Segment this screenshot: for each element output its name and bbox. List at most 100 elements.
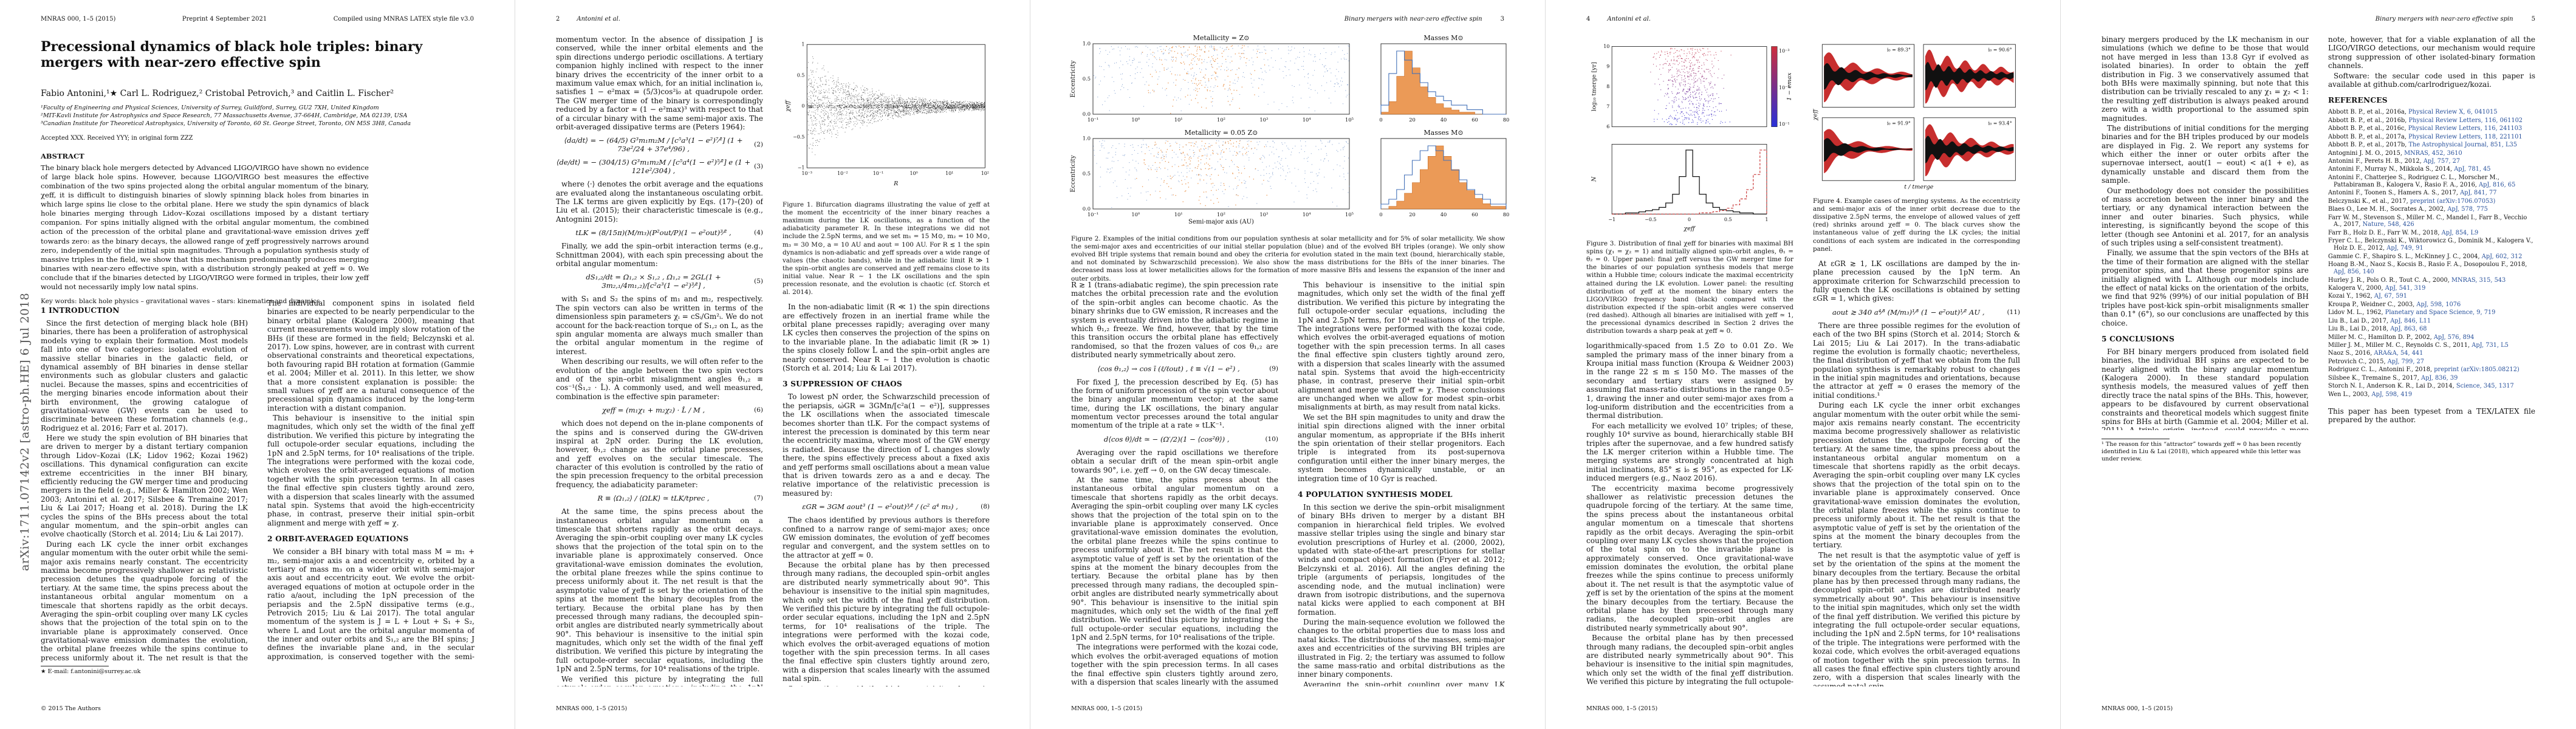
equation-number: (7) [754,495,763,502]
section-heading: 3 SUPPRESSION OF CHAOS [783,380,902,389]
reference-link[interactable]: ApJ, 757, 27 [2423,157,2461,165]
svg-text:20: 20 [1409,117,1416,123]
affiliation-2: ²MIT-Kavli Institute for Astrophysics an… [41,112,408,119]
page-number: 5 [2531,16,2535,22]
reference-link[interactable]: ApJ, 598, 1076 [2416,301,2461,308]
svg-text:60: 60 [1471,117,1478,123]
reference-authors: Abbott B. P., et al., 2016b, [2328,117,2409,124]
reference-link[interactable]: MNRAS, 452, 3610 [2404,149,2462,157]
reference-link[interactable]: MNRAS, 315, 543 [2451,276,2506,284]
equation-body: χeff = (m₁χ₁ + m₂χ₂) · L̂ / M , [601,406,705,415]
reference-link[interactable]: ApJ, 836, 39 [2421,374,2458,382]
reference-link[interactable]: ApJ, 576, 894 [2433,334,2475,341]
display-equation: ⟨cos θ₁,₂⟩ → cos ī (ℓ/ℓout) , ℓ ≡ √(1 − … [1071,364,1278,373]
column-right: note, however, that for a viable explana… [2328,35,2535,686]
reference-link[interactable]: ApJ, 854, L9 [2441,229,2479,236]
reference-link[interactable]: ApJ, 799, 27 [2387,358,2425,365]
column-right: The individual component spins in isolat… [267,299,474,662]
reference-link[interactable]: ApJ, 816, 65 [2479,181,2516,188]
row1-hist-title: Masses M⊙ [1423,34,1463,42]
svg-text:10⁻³: 10⁻³ [801,171,812,176]
paragraph: To lowest pN order, the Schwarzschild pr… [783,392,990,498]
svg-text:40: 40 [1440,117,1447,123]
page-footer: MNRAS 000, 1–5 (2015) [556,705,628,712]
reference-link[interactable]: ApJ, 731, L5 [2472,342,2509,349]
reference-link[interactable]: Science, 345, 1317 [2456,383,2514,390]
svg-text:80: 80 [1503,117,1510,123]
reference-link[interactable]: ApJ, 578, 775 [2447,206,2488,213]
equation-number: (6) [754,406,763,414]
reference-authors: Antonini F., Perets H. B., 2012, [2328,157,2424,165]
reference-authors: Belczynski K., et al., 2017, [2328,197,2410,205]
reference-link[interactable]: The Astrophysical Journal, 851, L35 [2408,142,2517,149]
reference-entry: Liu B., Lai D., 2018, ApJ, 863, 68 [2328,326,2535,333]
reference-entry: Miller M. C., Hamilton D. P., 2002, ApJ,… [2328,334,2535,341]
reference-link[interactable]: AJ, 67, 591 [2374,293,2407,300]
row1-y-ticks: 0.0 0.5 1.0 [1083,41,1091,117]
paragraph: Because the orbital plane has by then pr… [783,561,990,683]
x-axis-label: χeff [1683,225,1696,232]
reference-link[interactable]: Physical Review X, 6, 041015 [2408,109,2498,116]
reference-link[interactable]: ApJ, 602, 312 [2481,253,2523,260]
colorbar-label: 1 − emax [1786,72,1793,101]
svg-text:0.5: 0.5 [797,72,805,78]
column-left: 1 INTRODUCTION Since the first detection … [41,299,248,662]
equation-body: d⟨cos θ⟩/dt ≃ − (Ω′/2)(1 − ⟨cos²θ⟩) , [1103,434,1230,443]
reference-link[interactable]: Physical Review Letters, 116, 241103 [2408,125,2523,132]
row2-y-ticks: 0.0 0.5 1.0 [1083,135,1091,212]
reference-link[interactable]: preprint (arXiv:1805.08212) [2434,366,2519,374]
row1-y-label: Eccentricity [1070,60,1077,98]
paragraph: Here we study the spin evolution of BH b… [41,434,248,539]
reference-link[interactable]: Physical Review Letters, 118, 221101 [2408,133,2523,140]
row1-histogram-orange [1380,50,1506,115]
top-y-label: log₁₀ tmerge [yr] [1591,62,1597,111]
reference-link[interactable]: ApJ, 749, 91 [2386,245,2424,252]
section-heading: REFERENCES [2328,96,2388,105]
reference-link[interactable]: ARA&A, 54, 441 [2374,350,2424,357]
column-right: i₀ = 89.3° i₀ = 90.6° i₀ = 91.9° i₀ = 93… [1813,35,2020,686]
equation-body: tLK = (8/15π)(M/m₃)(P²out/P)(1 − e²out)³… [575,228,731,238]
reference-authors: Kozai Y., 1962, [2328,293,2374,300]
reference-link[interactable]: preprint (arXiv:1706.07053) [2410,197,2496,205]
reference-link[interactable]: ApJ, 541, 319 [2385,284,2426,292]
paragraph: In the non-adiabatic limit (R ≪ 1) the s… [783,303,990,373]
paragraph: Because the orbital plane has by then pr… [1586,634,1793,686]
reference-authors: Rodriguez C. L., Antonini F., 2018, [2328,366,2434,374]
reference-link[interactable]: ApJ, 863, 68 [2390,326,2427,333]
affiliations: ¹Faculty of Engineering and Physical Sci… [41,104,470,128]
reference-entry: Miller J. M., Miller M. C., Reynolds C. … [2328,342,2535,349]
page-footer: MNRAS 000, 1–5 (2015) [2102,705,2173,712]
reference-entry: Antognini J. M. O., 2015, MNRAS, 452, 36… [2328,150,2535,157]
scatter-points [807,56,986,156]
page-footer: © 2015 The Authors [41,705,101,712]
typeset-note: This paper has been typeset from a TEX/L… [2328,406,2535,424]
paragraph: For BH binary mergers produced from isol… [2102,347,2309,430]
reference-link[interactable]: Planetary and Space Science, 9, 719 [2385,309,2496,317]
display-equation: R ≡ ⟨Ω₁,₂⟩ / ⟨ΩLK⟩ ≃ tLK/tprec , (7) [556,494,764,503]
scatter-row2 [1093,140,1350,208]
reference-link[interactable]: Nature, 548, 426 [2362,221,2414,228]
reference-entry: Hurley J. R., Pols O. R., Tout C. A., 20… [2328,277,2535,284]
arxiv-stamp: arXiv:1711.07142v2 [astro-ph.HE] 6 Jul 2… [18,292,32,571]
svg-text:0.0: 0.0 [1083,206,1091,212]
reference-link[interactable]: ApJ, 841, 77 [2460,190,2497,197]
running-title: Binary mergers with near-zero effective … [1344,16,1482,22]
equation-number: (8) [981,503,990,511]
reference-link[interactable]: ApJ, 781, 45 [2454,166,2491,173]
svg-text:0: 0 [1379,211,1382,217]
reference-authors: Hoang B.-M., Naoz S., Kocsis B., Rasio F… [2328,261,2527,269]
reference-link[interactable]: ApJ, 598, 419 [2371,391,2413,398]
reference-entry: Abbott B. P., et al., 2016c, Physical Re… [2328,125,2535,132]
reference-link[interactable]: ApJ, 856, 140 [2334,269,2374,276]
reference-link[interactable]: Physical Review Letters, 116, 061102 [2408,117,2523,124]
svg-text:10⁰: 10⁰ [909,171,917,176]
equation-body: R ≡ ⟨Ω₁,₂⟩ / ⟨ΩLK⟩ ≃ tLK/tprec , [597,494,710,503]
page-header: 4 Antonini et al. [1586,16,2019,22]
page-header: 2 Antonini et al. [556,16,989,22]
reference-entry: Kroupa P., Weidner C., 2003, ApJ, 598, 1… [2328,301,2535,309]
reference-link[interactable]: ApJ, 846, L11 [2390,317,2431,324]
equation-number: (2) [754,141,763,149]
paper-title: Precessional dynamics of black hole trip… [41,39,423,71]
